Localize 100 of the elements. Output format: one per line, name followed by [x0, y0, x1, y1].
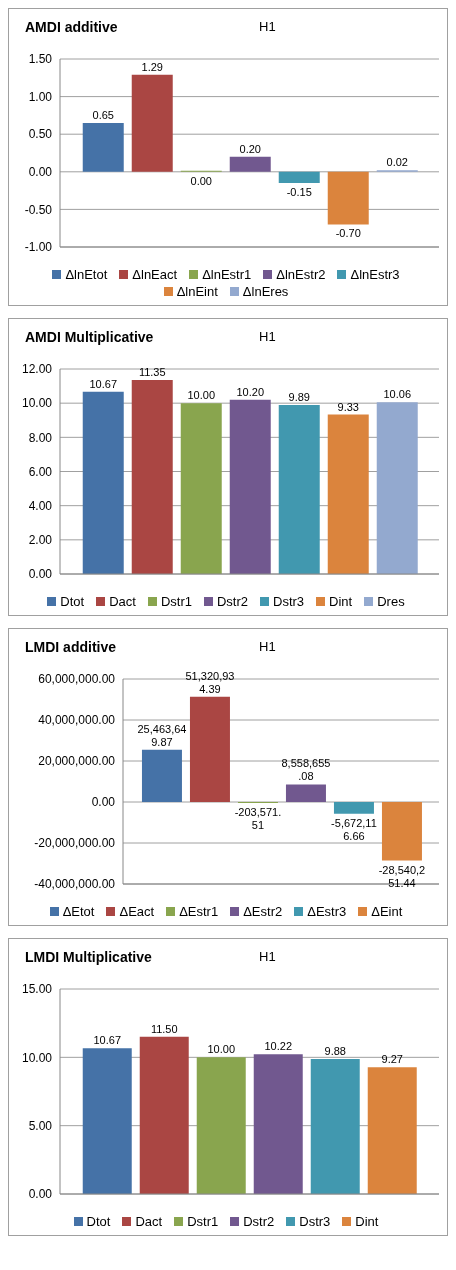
y-tick-label: 0.00 — [28, 165, 53, 180]
legend-label: ΔEint — [370, 904, 403, 919]
legend-label: ΔEstr1 — [178, 904, 219, 919]
data-label: -5,672,116.66 — [331, 816, 377, 842]
legend-label: ΔEtot — [61, 904, 95, 919]
legend-label: Dstr3 — [272, 594, 305, 609]
bar — [180, 403, 222, 574]
bar — [278, 171, 320, 184]
y-tick-label: 15.00 — [21, 982, 53, 997]
bar — [139, 1036, 189, 1194]
bar — [285, 784, 326, 802]
chart-subtitle: H1 — [259, 949, 276, 964]
data-label: 9.88 — [324, 1044, 346, 1057]
chart-subtitle: H1 — [259, 639, 276, 654]
data-label: -28,540,251.44 — [378, 863, 426, 889]
bar — [141, 749, 182, 802]
y-tick-label: -0.50 — [24, 202, 53, 217]
data-label: 10.67 — [93, 1034, 122, 1047]
bar — [327, 414, 369, 574]
data-label: 10.00 — [187, 389, 216, 402]
bar — [229, 156, 271, 172]
data-label: 0.02 — [386, 156, 408, 169]
bar — [310, 1058, 360, 1194]
bar — [278, 405, 320, 574]
y-tick-label: 1.50 — [28, 52, 53, 67]
bar — [82, 122, 124, 172]
legend-label: Dint — [328, 594, 353, 609]
y-tick-label: 5.00 — [28, 1118, 53, 1133]
y-tick-label: 20,000,000.00 — [38, 754, 116, 769]
y-tick-label: 0.50 — [28, 127, 53, 142]
y-tick-label: 2.00 — [28, 533, 53, 548]
data-label: 9.89 — [288, 391, 310, 404]
data-label: 10.06 — [383, 388, 412, 401]
legend-label: ΔlnEstr3 — [349, 267, 400, 282]
y-tick-label: 40,000,000.00 — [38, 713, 116, 728]
chart-subtitle: H1 — [259, 19, 276, 34]
bar — [131, 380, 173, 574]
data-label: -203,571.51 — [234, 806, 282, 831]
data-label: 10.20 — [236, 385, 265, 398]
legend-label: Dact — [108, 594, 136, 609]
bar — [229, 399, 271, 574]
legend-label: ΔlnEstr1 — [201, 267, 252, 282]
legend-label: ΔEact — [118, 904, 155, 919]
data-label: 10.00 — [207, 1043, 236, 1056]
bar — [131, 74, 173, 172]
y-tick-label: 0.00 — [91, 795, 116, 810]
bar — [327, 171, 369, 225]
legend-label: ΔlnEint — [175, 284, 218, 299]
data-label: 10.22 — [264, 1040, 293, 1053]
chart-title: LMDI additive — [25, 639, 117, 655]
bar — [381, 802, 422, 861]
y-tick-label: 6.00 — [28, 464, 53, 479]
y-tick-label: 10.00 — [21, 396, 53, 411]
bar — [367, 1067, 417, 1194]
data-label: 51,320,934.39 — [185, 669, 235, 695]
bar — [376, 402, 418, 574]
legend-label: Dstr1 — [159, 594, 192, 609]
y-tick-label: 10.00 — [21, 1050, 53, 1065]
y-tick-label: 12.00 — [21, 362, 53, 377]
y-tick-label: 0.00 — [28, 1187, 53, 1202]
legend-label: Dact — [134, 1214, 163, 1229]
data-label: 11.35 — [138, 366, 166, 379]
data-label: 0.20 — [239, 142, 261, 155]
data-label: 0.00 — [190, 174, 212, 187]
legend-label: ΔEstr3 — [306, 904, 347, 919]
data-label: 10.67 — [89, 377, 118, 390]
legend-label: ΔEstr2 — [242, 904, 283, 919]
legend-label: Dint — [354, 1214, 379, 1229]
data-label: 0.65 — [92, 108, 114, 121]
y-tick-label: -1.00 — [24, 240, 53, 255]
bar — [196, 1057, 246, 1194]
data-label: -0.15 — [286, 186, 312, 199]
legend-label: ΔlnEres — [241, 284, 289, 299]
chart-title: LMDI Multiplicative — [25, 949, 152, 965]
data-label: 11.50 — [150, 1022, 178, 1035]
y-tick-label: -40,000,000.00 — [34, 877, 116, 892]
data-label: 8,558,655.08 — [281, 757, 331, 783]
legend-label: Dstr2 — [242, 1214, 275, 1229]
y-tick-label: -20,000,000.00 — [34, 836, 116, 851]
legend-label: ΔlnEstr2 — [275, 267, 326, 282]
y-tick-label: 0.00 — [28, 567, 53, 582]
bar — [253, 1054, 303, 1194]
legend-label: Dres — [376, 594, 405, 609]
data-label: 1.29 — [141, 60, 163, 73]
bar — [82, 391, 124, 574]
y-tick-label: 4.00 — [28, 498, 53, 513]
data-label: 9.33 — [337, 400, 359, 413]
data-label: 25,463,649.87 — [137, 722, 187, 748]
bar — [333, 802, 374, 814]
y-tick-label: 60,000,000.00 — [38, 672, 116, 687]
legend-label: Dstr3 — [298, 1214, 331, 1229]
legend-label: Dtot — [85, 1214, 111, 1229]
y-tick-label: 8.00 — [28, 430, 53, 445]
legend-label: Dstr2 — [215, 594, 249, 609]
data-label: 9.27 — [381, 1053, 403, 1066]
bar — [82, 1048, 132, 1194]
chart-title: AMDI additive — [25, 19, 118, 35]
chart-subtitle: H1 — [259, 329, 276, 344]
chart-title: AMDI Multiplicative — [25, 329, 154, 345]
data-label: -0.70 — [335, 227, 361, 240]
